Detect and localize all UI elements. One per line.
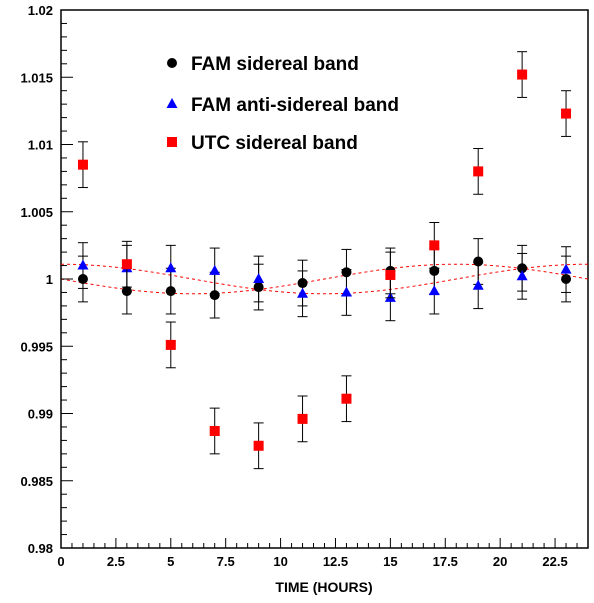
data-point bbox=[77, 159, 88, 170]
y-tick-label: 1 bbox=[46, 272, 53, 287]
y-tick-label: 1.015 bbox=[20, 70, 53, 85]
fit-curves bbox=[60, 263, 589, 295]
data-point bbox=[209, 290, 220, 301]
data-points bbox=[77, 51, 572, 470]
y-tick-label: 1.005 bbox=[20, 205, 53, 220]
x-axis-ticks: 0 2.5 5 7.5 10 12.5 15 17.5 20 22.5 bbox=[57, 538, 589, 569]
x-axis-title: TIME (HOURS) bbox=[275, 579, 372, 595]
data-point bbox=[209, 264, 221, 275]
data-point bbox=[253, 273, 265, 283]
legend-marker-fam-anti-sidereal-band bbox=[166, 98, 178, 108]
data-point bbox=[429, 240, 440, 251]
legend-label-fam-anti-sidereal-band: FAM anti-sidereal band bbox=[191, 95, 399, 116]
data-point bbox=[77, 259, 89, 270]
data-point bbox=[517, 69, 528, 80]
legend-label-utc-sidereal-band: UTC sidereal band bbox=[191, 133, 358, 154]
x-tick-label: 0 bbox=[57, 554, 64, 569]
x-tick-label: 15 bbox=[383, 554, 397, 569]
x-tick-label: 12.5 bbox=[323, 554, 348, 569]
y-tick-label: 0.985 bbox=[20, 474, 53, 489]
data-point bbox=[121, 259, 132, 270]
x-tick-label: 5 bbox=[167, 554, 174, 569]
series-utc-sidereal-band bbox=[77, 51, 572, 470]
data-point bbox=[165, 262, 177, 273]
y-tick-label: 0.98 bbox=[28, 541, 53, 556]
fit-curve-1 bbox=[60, 263, 589, 295]
data-point bbox=[472, 279, 484, 290]
fit-curve-2 bbox=[60, 263, 589, 295]
x-tick-label: 7.5 bbox=[217, 554, 235, 569]
data-point bbox=[561, 108, 572, 119]
y-tick-label: 0.995 bbox=[20, 339, 53, 354]
data-point bbox=[297, 287, 309, 298]
data-point bbox=[428, 285, 440, 296]
data-point bbox=[560, 263, 572, 274]
data-point bbox=[516, 270, 528, 281]
x-tick-label: 17.5 bbox=[433, 554, 458, 569]
series-fam-anti-sidereal-band bbox=[77, 242, 572, 322]
data-point bbox=[297, 413, 308, 424]
data-point bbox=[340, 286, 352, 297]
data-point bbox=[473, 166, 484, 177]
y-tick-label: 0.99 bbox=[28, 407, 53, 422]
x-tick-label: 10 bbox=[273, 554, 287, 569]
x-tick-label: 20 bbox=[493, 554, 507, 569]
y-axis-ticks: 0.98 0.985 0.99 0.995 1 1.005 1.01 1.015 1.02 bbox=[20, 3, 73, 556]
data-point bbox=[385, 269, 396, 280]
data-point bbox=[341, 393, 352, 404]
x-tick-label: 2.5 bbox=[107, 554, 125, 569]
series-fam-sidereal-band bbox=[77, 238, 572, 319]
legend-marker-fam-sidereal-band bbox=[167, 58, 177, 68]
y-tick-label: 1.02 bbox=[28, 3, 53, 18]
data-point bbox=[165, 339, 176, 350]
y-tick-label: 1.01 bbox=[28, 138, 53, 153]
data-point bbox=[253, 440, 264, 451]
data-point bbox=[473, 256, 484, 267]
data-point bbox=[209, 425, 220, 436]
legend-label-fam-sidereal-band: FAM sidereal band bbox=[191, 54, 359, 75]
legend-marker-utc-sidereal-band bbox=[167, 137, 177, 147]
x-tick-label: 22.5 bbox=[542, 554, 567, 569]
legend: FAM sidereal band FAM anti-sidereal band U… bbox=[166, 54, 399, 154]
